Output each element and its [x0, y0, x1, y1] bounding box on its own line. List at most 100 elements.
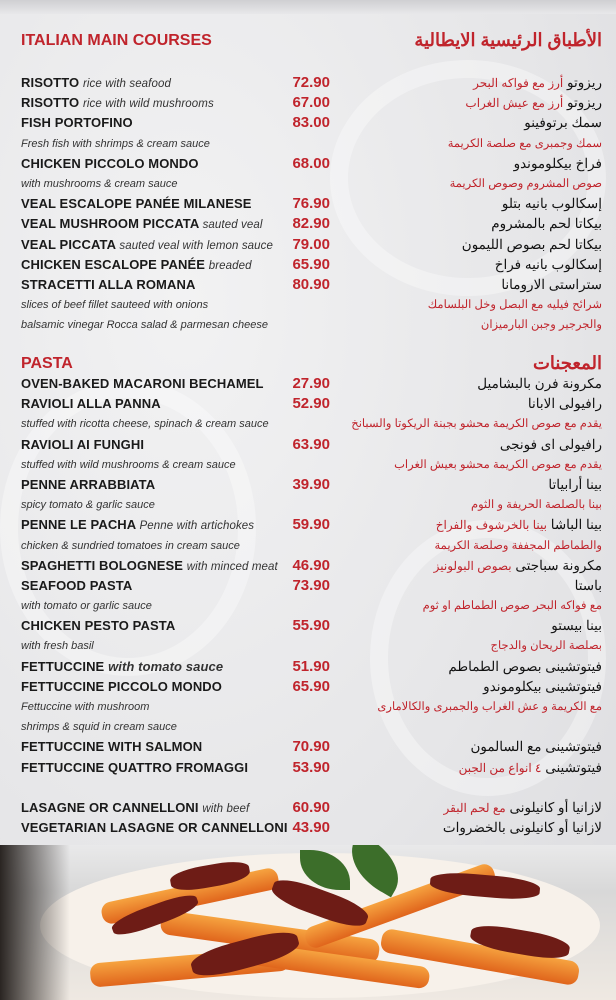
item-name: LASAGNE OR CANNELLONI with beef — [21, 798, 249, 819]
item-description: slices of beef fillet sauteed with onion… — [21, 299, 209, 312]
item-name-text: RISOTTO — [21, 75, 80, 90]
item-name-text: CHICKEN ESCALOPE PANÉE — [21, 256, 205, 272]
menu-row: FETTUCCINE PICCOLO MONDO 65.90 فيتوتشينى ب… — [0, 677, 616, 697]
item-name-ar: بينا الباشا بينا بالخرشوف والفراخ — [436, 515, 602, 535]
item-price: 70.90 — [292, 738, 330, 756]
item-name-text: VEAL PICCATA — [21, 236, 116, 252]
menu-row: stuffed with ricotta cheese, spinach & c… — [0, 414, 616, 434]
item-description-ar: يقدم مع صوص الكريمة محشو بعيش الغراب — [394, 458, 602, 471]
item-name-ar-text: مكرونة سباجتى — [515, 557, 602, 573]
item-description-ar: والطماطم المجففة وصلصة الكريمة — [434, 539, 602, 552]
item-name-text: FETTUCCINE WITH SALMON — [21, 739, 203, 755]
item-name-text: OVEN-BAKED MACARONI BECHAMEL — [21, 376, 264, 391]
item-name: FETTUCCINE WITH SALMON — [21, 737, 202, 757]
menu-row: CHICKEN PICCOLO MONDO 68.00 فراخ بيكلوموند… — [0, 154, 616, 174]
item-price: 52.90 — [292, 395, 330, 413]
item-description-ar: والجرجير وجبن البارميزان — [480, 319, 602, 332]
item-description-ar: صوص المشروم وصوص الكريمة — [449, 177, 602, 190]
item-name: OVEN-BAKED MACARONI BECHAMEL — [21, 374, 264, 394]
item-description: Fettuccine with mushroom — [21, 701, 150, 713]
item-name-text: PENNE ARRABBIATA — [21, 476, 156, 492]
item-name-ar: باستا — [575, 576, 602, 596]
item-name-ar-text: باستا — [574, 577, 602, 593]
item-name-text: CHICKEN PICCOLO MONDO — [21, 155, 199, 171]
item-name-ar-text: بينا الباشا — [550, 517, 602, 533]
menu-row: VEAL MUSHROOM PICCATA sauted veal 82.90 بي… — [0, 214, 616, 234]
item-short-desc: with minced meat — [186, 560, 278, 573]
item-price: 46.90 — [292, 556, 330, 574]
item-description: with fresh basil — [21, 640, 94, 653]
item-price: 60.90 — [292, 799, 330, 816]
menu-row: CHICKEN ESCALOPE PANÉE breaded 65.90 إسكال… — [0, 255, 616, 275]
item-name: CHICKEN ESCALOPE PANÉE breaded — [21, 255, 252, 276]
item-name-ar-text: ستراستى الارومانا — [501, 276, 602, 292]
menu-row: Fresh fish with shrimps & cream sauce سمك… — [0, 134, 616, 154]
item-short-desc: sauted veal — [202, 219, 263, 232]
item-description: with tomato or garlic sauce — [21, 600, 152, 613]
item-description-ar: مع فواكه البحر صوص الطماطم او ثوم — [422, 600, 602, 613]
item-name-ar: إسكالوب بانيه فراخ — [495, 255, 602, 275]
item-price: 51.90 — [292, 657, 330, 675]
item-price: 27.90 — [292, 375, 330, 392]
item-description-ar: مع الكريمة و عش الغراب والجمبرى والكالام… — [377, 701, 602, 713]
item-price: 76.90 — [292, 195, 330, 213]
item-price: 83.00 — [292, 114, 330, 132]
item-short-desc: Penne with artichokes — [139, 520, 255, 533]
menu-row: FETTUCCINE with tomato sauce 51.90 فيتوتشي… — [0, 657, 616, 677]
item-name: FETTUCCINE PICCOLO MONDO — [21, 677, 222, 697]
item-short-desc-ar: أرز مع فواكه البحر — [473, 76, 564, 90]
item-name-ar-text: سمك برتوفينو — [524, 115, 602, 131]
item-name-ar-text: بيكاتا لحم بصوص الليمون — [461, 236, 602, 252]
item-price: 68.00 — [292, 154, 330, 172]
item-name: SEAFOOD PASTA — [21, 576, 132, 596]
menu-row: chicken & sundried tomatoes in cream sau… — [0, 536, 616, 556]
item-description-ar: شرائح فيليه مع البصل وخل البلسامك — [427, 299, 602, 312]
item-name-ar: ريزوتو أرز مع فواكه البحر — [473, 73, 602, 93]
item-description: stuffed with ricotta cheese, spinach & c… — [21, 418, 269, 431]
item-price: 82.90 — [292, 215, 330, 233]
menu-row: Fettuccine with mushroom مع الكريمة و عش … — [0, 697, 616, 717]
menu-row: RAVIOLI ALLA PANNA 52.90 رافيولى الابانا — [0, 394, 616, 414]
item-price: 53.90 — [292, 758, 330, 776]
item-price: 65.90 — [292, 255, 330, 273]
item-description: spicy tomato & garlic sauce — [21, 499, 155, 512]
item-price: 79.00 — [292, 235, 330, 253]
menu-row: LASAGNE OR CANNELLONI with beef 60.90 لازا… — [0, 798, 616, 818]
item-description-ar: سمك وجمبرى مع صلصة الكريمة — [447, 137, 602, 150]
item-name-ar: بينا أرابياتا — [548, 475, 602, 495]
menu-row: with fresh basil بصلصة الريحان والدجاج — [0, 636, 616, 656]
menu-row: shrimps & squid in cream sauce — [0, 717, 616, 737]
menu-row: PENNE LE PACHA Penne with artichokes 59.9… — [0, 515, 616, 535]
item-name-ar-text: إسكالوب بانيه بتلو — [501, 196, 602, 212]
item-name-ar-text: مكرونة فرن بالبشاميل — [477, 376, 602, 391]
section-title-pasta: PASTA — [21, 355, 73, 372]
menu-row: spicy tomato & garlic sauce بينا بالصلصة … — [0, 495, 616, 515]
item-name-text: RAVIOLI AI FUNGHI — [21, 436, 145, 452]
item-price: 67.00 — [292, 94, 330, 112]
menu-row: CHICKEN PESTO PASTA 55.90 بينا بيستو — [0, 616, 616, 636]
item-name-ar-text: فيتوتشينى مع السالمون — [470, 739, 602, 755]
menu-row: FISH PORTOFINO 83.00 سمك برتوفينو — [0, 113, 616, 133]
item-name-ar-text: بينا بيستو — [551, 618, 602, 634]
item-name: FETTUCCINE with tomato sauce — [21, 657, 223, 677]
item-name-ar: ستراستى الارومانا — [501, 275, 602, 295]
item-description-ar: بينا بالصلصة الحريفة و الثوم — [471, 499, 602, 512]
menu-row: SEAFOOD PASTA 73.90 باستا — [0, 576, 616, 596]
section-title-pasta-ar: المعجنات — [532, 353, 602, 373]
menu-row: PENNE ARRABBIATA 39.90 بينا أرابياتا — [0, 475, 616, 495]
item-name: RISOTTO rice with wild mushrooms — [21, 93, 214, 114]
item-name-text: FETTUCCINE QUATTRO FROMAGGI — [21, 759, 249, 775]
item-name: VEAL MUSHROOM PICCATA sauted veal — [21, 214, 262, 235]
item-name: FISH PORTOFINO — [21, 113, 133, 133]
item-name-ar: لازانيا أو كانيلونى بالخضروات — [443, 818, 602, 838]
item-description-ar: بصلصة الريحان والدجاج — [490, 640, 602, 653]
item-price: 73.90 — [292, 576, 330, 594]
item-name-ar-text: إسكالوب بانيه فراخ — [494, 256, 602, 272]
item-name-text: RISOTTO — [21, 95, 80, 111]
item-short-desc: sauted veal with lemon sauce — [119, 239, 274, 252]
item-price: 39.90 — [292, 475, 330, 493]
menu-row: slices of beef fillet sauteed with onion… — [0, 295, 616, 315]
item-description-ar: يقدم مع صوص الكريمة محشو بجبنة الريكوتا … — [351, 418, 602, 431]
item-name-ar-text: ريزوتو — [567, 75, 602, 90]
item-name-text: RAVIOLI ALLA PANNA — [21, 396, 161, 412]
